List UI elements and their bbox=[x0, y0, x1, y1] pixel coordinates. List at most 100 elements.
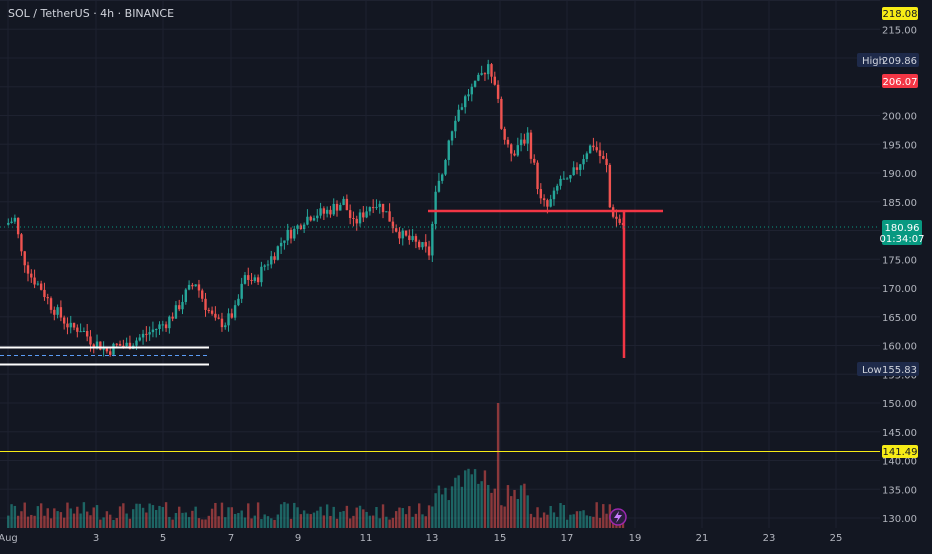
volume-bar bbox=[477, 483, 480, 528]
volume-bar bbox=[332, 506, 335, 528]
y-tick-label: 140.00 bbox=[882, 457, 917, 468]
y-tick-label: 215.00 bbox=[882, 25, 917, 36]
volume-bar bbox=[108, 514, 112, 528]
volume-bar bbox=[335, 518, 339, 528]
volume-bar bbox=[240, 510, 243, 528]
candle-body bbox=[174, 305, 178, 319]
candle-body bbox=[69, 322, 72, 328]
candle-body bbox=[539, 189, 543, 199]
volume-bar bbox=[168, 516, 171, 528]
candle-body bbox=[322, 208, 326, 214]
volume-bar bbox=[289, 518, 293, 528]
volume-bar bbox=[89, 515, 92, 528]
candle-body bbox=[417, 241, 421, 248]
volume-bar bbox=[529, 513, 533, 528]
volume-bar bbox=[112, 519, 115, 528]
lightning-icon[interactable] bbox=[609, 508, 627, 526]
x-tick-label: 11 bbox=[360, 533, 373, 544]
volume-bar bbox=[487, 484, 490, 528]
candle-body bbox=[335, 203, 339, 211]
candle-body bbox=[546, 200, 549, 207]
candle-body bbox=[187, 284, 191, 290]
volume-bar bbox=[385, 516, 388, 528]
candle-body bbox=[207, 309, 211, 311]
y-tick-label: 165.00 bbox=[882, 313, 917, 324]
y-tick-label: 150.00 bbox=[882, 399, 917, 410]
y-tick-label: 195.00 bbox=[882, 140, 917, 151]
candle-body bbox=[201, 290, 204, 299]
volume-bar bbox=[322, 515, 326, 528]
volume-bar bbox=[227, 507, 230, 528]
volume-bar bbox=[92, 507, 95, 528]
volume-bar bbox=[595, 502, 598, 528]
red-level-text: 206.07 bbox=[883, 77, 918, 88]
candle-body bbox=[23, 251, 26, 266]
yellow-support-text: 141.49 bbox=[883, 447, 918, 458]
candle-body bbox=[391, 221, 395, 229]
volume-bar bbox=[286, 503, 289, 528]
candle-body bbox=[217, 317, 220, 319]
candle-body bbox=[362, 212, 365, 218]
candle-body bbox=[506, 139, 510, 145]
candle-body bbox=[214, 313, 217, 318]
volume-bar bbox=[128, 518, 132, 528]
candle-body bbox=[575, 167, 579, 170]
volume-bar bbox=[82, 502, 86, 528]
candle-body bbox=[13, 217, 17, 222]
candle-body bbox=[408, 235, 411, 241]
volume-bar bbox=[582, 510, 585, 528]
volume-bar bbox=[437, 485, 441, 528]
volume-bar bbox=[296, 507, 299, 528]
candle-body bbox=[230, 313, 234, 318]
volume-bar bbox=[23, 502, 26, 528]
volume-bar bbox=[444, 487, 447, 528]
volume-bar bbox=[473, 469, 477, 528]
volume-bar bbox=[579, 511, 582, 528]
volume-bar bbox=[95, 505, 99, 528]
volume-bar bbox=[510, 496, 513, 528]
volume-bar bbox=[371, 515, 375, 528]
candle-body bbox=[240, 283, 243, 299]
volume-bar bbox=[161, 507, 164, 528]
volume-bar bbox=[348, 518, 352, 528]
y-tick-label: 160.00 bbox=[882, 342, 917, 353]
volume-bar bbox=[375, 506, 378, 528]
candle-body bbox=[431, 223, 434, 256]
candle-body bbox=[158, 324, 161, 330]
volume-bar bbox=[552, 512, 556, 528]
candle-body bbox=[615, 216, 618, 219]
volume-bar bbox=[339, 511, 342, 528]
volume-bar bbox=[506, 485, 510, 528]
candle-body bbox=[224, 325, 227, 328]
candle-body bbox=[53, 309, 56, 315]
volume-bar bbox=[59, 512, 63, 528]
volume-bar bbox=[417, 503, 421, 528]
candle-body bbox=[414, 236, 418, 242]
volume-bar bbox=[46, 508, 49, 528]
volume-bar bbox=[148, 503, 151, 528]
candle-body bbox=[250, 279, 253, 281]
volume-bar bbox=[355, 507, 358, 528]
volume-bar bbox=[16, 515, 20, 528]
candle-body bbox=[155, 329, 158, 331]
volume-bar bbox=[411, 516, 414, 528]
volume-bar bbox=[441, 494, 444, 528]
candle-body bbox=[95, 341, 99, 348]
volume-bar bbox=[293, 502, 296, 528]
candle-body bbox=[434, 191, 437, 224]
volume-bar bbox=[342, 511, 345, 528]
x-tick-label: 5 bbox=[160, 533, 166, 544]
volume-bar bbox=[358, 505, 362, 528]
candle-body bbox=[26, 265, 30, 274]
volume-bar bbox=[325, 504, 329, 528]
candle-body bbox=[572, 167, 575, 176]
volume-bar bbox=[562, 505, 566, 528]
candle-body bbox=[605, 158, 608, 165]
volume-bar bbox=[99, 519, 102, 528]
candle-body bbox=[460, 107, 464, 110]
volume-bar bbox=[13, 505, 17, 528]
y-tick-label: 145.00 bbox=[882, 428, 917, 439]
volume-bar bbox=[197, 518, 201, 528]
